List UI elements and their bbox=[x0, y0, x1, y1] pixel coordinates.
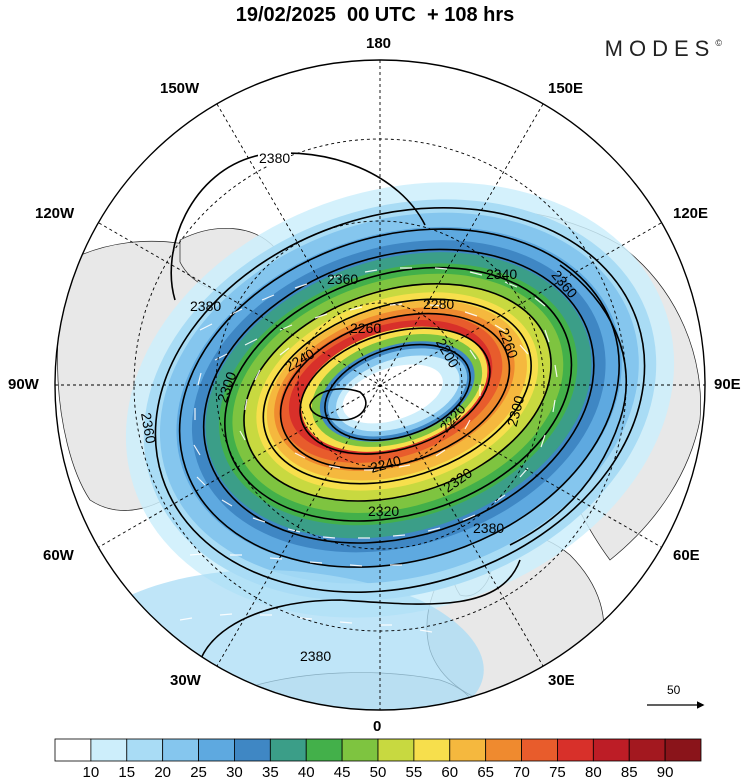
lon-label-90w: 90W bbox=[8, 376, 39, 393]
colorbar-tick-label: 50 bbox=[369, 764, 387, 781]
contour-label: 2320 bbox=[368, 503, 400, 519]
colorbar-swatch bbox=[162, 738, 199, 762]
colorbar-swatch bbox=[126, 738, 164, 762]
lon-label-180: 180 bbox=[366, 35, 392, 52]
colorbar-tick-label: 45 bbox=[333, 764, 351, 781]
colorbar-tick-label: 35 bbox=[261, 764, 279, 781]
colorbar-swatch bbox=[305, 738, 343, 762]
colorbar-tick-label: 30 bbox=[226, 764, 243, 781]
colorbar-tick-label: 55 bbox=[405, 764, 423, 781]
contour-low-center bbox=[309, 388, 367, 421]
colorbar-swatch bbox=[377, 738, 415, 762]
colorbar-swatch bbox=[521, 738, 558, 762]
contour-2380-south bbox=[195, 559, 521, 701]
copyright-mark: © bbox=[715, 38, 722, 48]
contour-label: 2340 bbox=[486, 266, 518, 282]
colorbar-tick-label: 40 bbox=[297, 764, 315, 781]
colorbar-swatch bbox=[90, 738, 128, 762]
colorbar-swatch bbox=[234, 738, 271, 762]
brand-logo: MODES© bbox=[605, 36, 722, 62]
colorbar-tick-label: 20 bbox=[154, 764, 171, 781]
colorbar-tick-label: 70 bbox=[513, 764, 530, 781]
contour-label: 2260 bbox=[350, 320, 382, 336]
reference-vector-label: 50 bbox=[667, 683, 681, 697]
colorbar-swatch bbox=[341, 738, 379, 762]
colorbar-tick-label: 85 bbox=[620, 764, 638, 781]
lon-label-150w: 150W bbox=[160, 80, 200, 97]
colorbar-swatch bbox=[664, 738, 702, 762]
colorbar-tick-label: 15 bbox=[118, 764, 136, 781]
colorbar-swatch bbox=[54, 738, 92, 762]
colorbar-swatch bbox=[413, 738, 451, 762]
colorbar-swatch bbox=[592, 738, 630, 762]
map-border bbox=[54, 59, 706, 711]
height-contours bbox=[154, 207, 646, 593]
lon-label-30w: 30W bbox=[170, 672, 201, 689]
colorbar-swatch bbox=[557, 738, 594, 762]
lon-label-0: 0 bbox=[373, 718, 382, 735]
wind-vectors bbox=[149, 267, 558, 633]
colorbar-tick-label: 75 bbox=[549, 764, 566, 781]
lon-label-90e: 90E bbox=[714, 376, 741, 393]
lon-label-120w: 120W bbox=[35, 205, 75, 222]
wind-speed-shading bbox=[125, 182, 675, 618]
colorbar-swatch bbox=[269, 738, 307, 762]
brand-name: MODES bbox=[604, 36, 716, 61]
map-title: 19/02/2025 00 UTC + 108 hrs bbox=[235, 4, 515, 26]
graticule bbox=[55, 60, 705, 710]
lon-label-60e: 60E bbox=[673, 547, 700, 564]
contour-label: 2380 bbox=[190, 298, 222, 314]
colorbar-tick-label: 65 bbox=[477, 764, 494, 781]
contour-label: 2280 bbox=[423, 296, 455, 312]
lon-label-150e: 150E bbox=[548, 80, 584, 97]
colorbar bbox=[54, 738, 702, 762]
lon-label-120e: 120E bbox=[673, 205, 709, 222]
colorbar-swatch bbox=[628, 738, 666, 762]
colorbar-swatch bbox=[449, 738, 487, 762]
contour-label: 2380 bbox=[258, 150, 292, 166]
colorbar-swatch bbox=[198, 738, 235, 762]
colorbar-tick-label: 10 bbox=[82, 764, 100, 781]
colorbar-tick-label: 80 bbox=[584, 764, 602, 781]
colorbar-tick-label: 90 bbox=[656, 764, 674, 781]
contour-label: 2360 bbox=[327, 271, 359, 287]
lon-label-30e: 30E bbox=[548, 672, 575, 689]
contour-2360-east bbox=[509, 264, 628, 546]
contour-label: 2380 bbox=[473, 520, 505, 536]
contour-label: 2380 bbox=[300, 648, 332, 664]
colorbar-swatch bbox=[485, 738, 522, 762]
lon-label-60w: 60W bbox=[43, 547, 74, 564]
colorbar-tick-label: 60 bbox=[441, 764, 459, 781]
colorbar-tick-label: 25 bbox=[190, 764, 207, 781]
